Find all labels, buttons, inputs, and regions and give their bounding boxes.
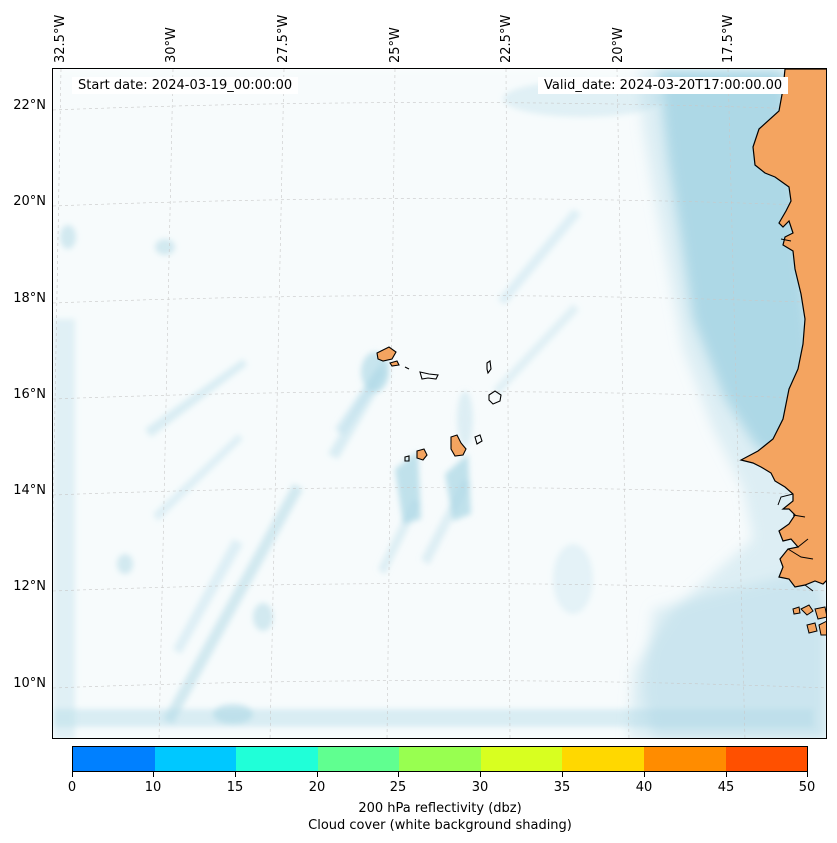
colorbar-tick-mark	[562, 772, 563, 777]
lon-label-22-5w: 22.5°W	[499, 14, 514, 63]
lat-label-10n: 10°N	[13, 676, 46, 691]
gridlines	[53, 69, 826, 738]
lat-label-20n: 20°N	[13, 194, 46, 209]
lon-label-25w: 25°W	[388, 27, 403, 63]
island-sao-vicente	[389, 360, 400, 367]
colorbar-tick-label: 35	[553, 780, 571, 795]
island-santiago	[450, 434, 467, 457]
lat-label-22n: 22°N	[13, 98, 46, 113]
island-sal	[486, 360, 492, 375]
island-santa-luzia	[404, 366, 410, 370]
colorbar-segment	[73, 747, 155, 771]
colorbar-tick-mark	[807, 772, 808, 777]
lat-label-16n: 16°N	[13, 387, 46, 402]
island-santo-antao	[376, 346, 397, 362]
coast-details	[777, 238, 814, 592]
lon-label-32-5w: 32.5°W	[53, 14, 68, 63]
colorbar-tick-label: 25	[389, 780, 407, 795]
map-frame	[52, 68, 827, 739]
colorbar-tick-label: 50	[798, 780, 816, 795]
lon-label-20w: 20°W	[611, 27, 626, 63]
colorbar-segment	[480, 747, 563, 771]
lon-label-17-5w: 17.5°W	[721, 14, 736, 63]
lon-label-30w: 30°W	[164, 27, 179, 63]
colorbar-tick-label: 30	[471, 780, 489, 795]
colorbar-segment	[154, 747, 237, 771]
colorbar-tick-mark	[153, 772, 154, 777]
map-canvas	[53, 69, 826, 738]
colorbar-tick-label: 10	[144, 780, 162, 795]
colorbar-tick-mark	[235, 772, 236, 777]
lat-label-18n: 18°N	[13, 291, 46, 306]
colorbar-label: 200 hPa reflectivity (dbz)	[358, 801, 522, 816]
cloud-cover-islands	[335, 352, 473, 575]
colorbar-tick-label: 40	[635, 780, 653, 795]
lat-label-14n: 14°N	[13, 483, 46, 498]
colorbar-segment	[399, 747, 481, 771]
start-date-label: Start date: 2024-03-19_00:00:00	[72, 77, 299, 94]
colorbar-tick-label: 15	[226, 780, 244, 795]
valid-date-label: Valid_date: 2024-03-20T17:00:00.00	[538, 77, 789, 94]
colorbar-tick-mark	[726, 772, 727, 777]
lon-label-27-5w: 27.5°W	[276, 14, 291, 63]
coastal-islands	[792, 604, 826, 636]
colorbar-segment	[725, 747, 808, 771]
lat-label-12n: 12°N	[13, 579, 46, 594]
colorbar-tick-label: 0	[67, 780, 77, 795]
colorbar	[72, 746, 808, 772]
colorbar-segment	[562, 747, 644, 771]
colorbar-segment	[236, 747, 318, 771]
colorbar-segment	[643, 747, 726, 771]
cape-verde-islands	[376, 346, 502, 462]
colorbar-tick-mark	[398, 772, 399, 777]
island-fogo	[416, 448, 428, 461]
africa-land	[739, 69, 826, 588]
colorbar-tick-mark	[644, 772, 645, 777]
colorbar-tick-mark	[480, 772, 481, 777]
colorbar-sublabel: Cloud cover (white background shading)	[308, 818, 572, 833]
colorbar-tick-mark	[72, 772, 73, 777]
island-brava	[404, 455, 410, 462]
island-maio	[474, 434, 483, 445]
island-sao-nicolau	[419, 371, 439, 380]
colorbar-tick-label: 20	[308, 780, 326, 795]
colorbar-segment	[317, 747, 400, 771]
island-boa-vista	[488, 390, 502, 405]
colorbar-tick-label: 45	[717, 780, 735, 795]
colorbar-tick-mark	[317, 772, 318, 777]
